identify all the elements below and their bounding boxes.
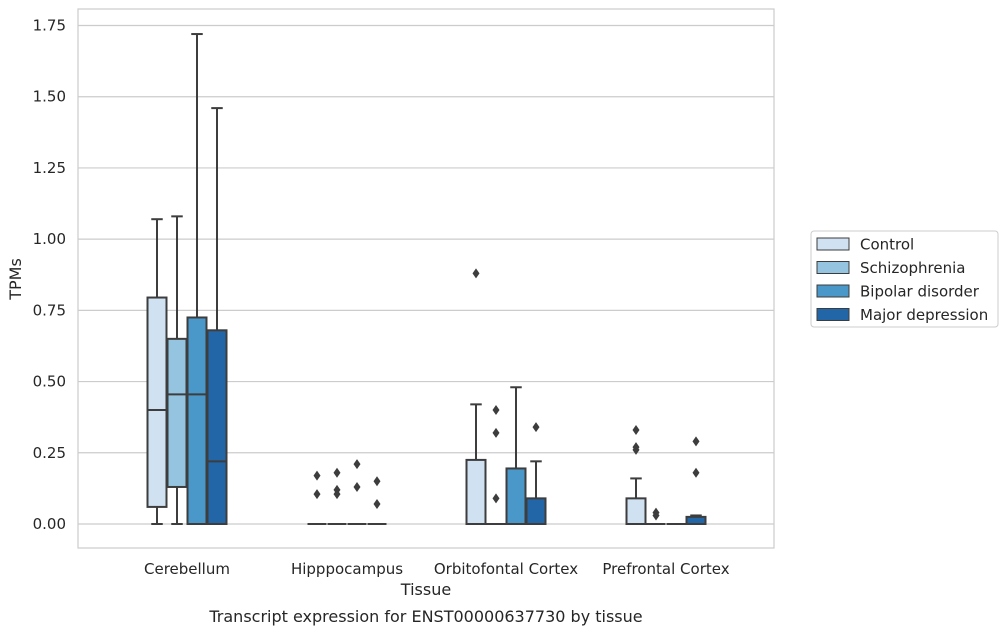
y-tick-label: 1.75	[33, 17, 66, 35]
box-1-1	[327, 467, 347, 525]
outlier-point	[492, 405, 500, 416]
x-axis-label: Tissue	[400, 580, 451, 599]
box-1-2	[347, 459, 367, 525]
y-tick-labels: 0.00 0.25 0.50 0.75 1.00 1.25 1.50 1.75	[33, 17, 66, 534]
plot-area-frame	[77, 8, 775, 549]
legend-swatch	[816, 308, 850, 321]
outlier-point	[632, 424, 640, 435]
outlier-point	[492, 493, 500, 504]
outlier-point	[532, 422, 540, 433]
box-0-1	[166, 215, 188, 525]
y-tick-label: 1.25	[33, 159, 66, 177]
box-0-3	[206, 107, 228, 525]
box-2-3	[525, 422, 547, 525]
box-rect	[186, 316, 208, 525]
box-2-0	[465, 268, 487, 525]
box-1-0	[307, 470, 327, 525]
x-tick-label: Hipppocampus	[291, 560, 403, 578]
box-rect	[625, 497, 647, 525]
y-tick-label: 0.00	[33, 515, 66, 533]
outlier-point	[373, 499, 381, 510]
outlier-point	[472, 268, 480, 279]
box-rect	[206, 329, 228, 525]
box-rect	[505, 467, 527, 525]
outlier-point	[313, 470, 321, 481]
x-tick-label: Prefrontal Cortex	[602, 560, 729, 578]
y-axis-label: TPMs	[6, 258, 25, 301]
y-tick-label: 0.75	[33, 301, 66, 319]
outlier-point	[373, 476, 381, 487]
box-rect	[146, 296, 168, 508]
box-rect	[465, 458, 487, 525]
legend-frame	[810, 230, 999, 328]
box-0-2	[186, 33, 208, 525]
outlier-point	[652, 510, 660, 521]
legend-label: Control	[860, 236, 914, 254]
box-2-2	[505, 386, 527, 525]
outlier-point	[692, 467, 700, 478]
legend-swatch	[816, 284, 850, 298]
x-tick-label: Orbitofontal Cortex	[434, 560, 578, 578]
y-tick-label: 0.25	[33, 444, 66, 462]
box-2-1	[486, 405, 506, 525]
box-rect	[525, 497, 547, 525]
legend-label: Major depression	[860, 306, 988, 324]
y-tick-label: 1.00	[33, 230, 66, 248]
y-tick-label: 1.50	[33, 88, 66, 106]
box-3-3	[685, 436, 707, 526]
y-tick-label: 0.50	[33, 373, 66, 391]
boxes	[146, 33, 707, 526]
box-rect	[166, 337, 188, 488]
outlier-point	[333, 489, 341, 500]
box-3-0	[625, 424, 647, 525]
legend-label: Bipolar disorder	[860, 283, 980, 301]
chart-caption: Transcript expression for ENST0000063773…	[208, 607, 642, 626]
outlier-point	[333, 467, 341, 478]
outlier-point	[492, 427, 500, 438]
outlier-point	[632, 444, 640, 455]
box-0-0	[146, 218, 168, 525]
x-tick-labels: Cerebellum Hipppocampus Orbitofontal Corte…	[144, 560, 730, 578]
box-1-3	[367, 476, 387, 525]
legend-swatch	[816, 237, 850, 251]
outlier-point	[353, 459, 361, 470]
x-tick-label: Cerebellum	[144, 560, 230, 578]
legend-label: Schizophrenia	[860, 259, 965, 277]
legend-swatch	[816, 261, 850, 274]
legend: Control Schizophrenia Bipolar disorder Majo…	[810, 230, 999, 328]
legend-items: Control Schizophrenia Bipolar disorder Majo…	[816, 236, 988, 324]
box-3-1	[646, 507, 666, 525]
outlier-point	[692, 436, 700, 447]
outlier-point	[313, 489, 321, 500]
box-rect	[685, 515, 707, 526]
outlier-point	[353, 481, 361, 492]
